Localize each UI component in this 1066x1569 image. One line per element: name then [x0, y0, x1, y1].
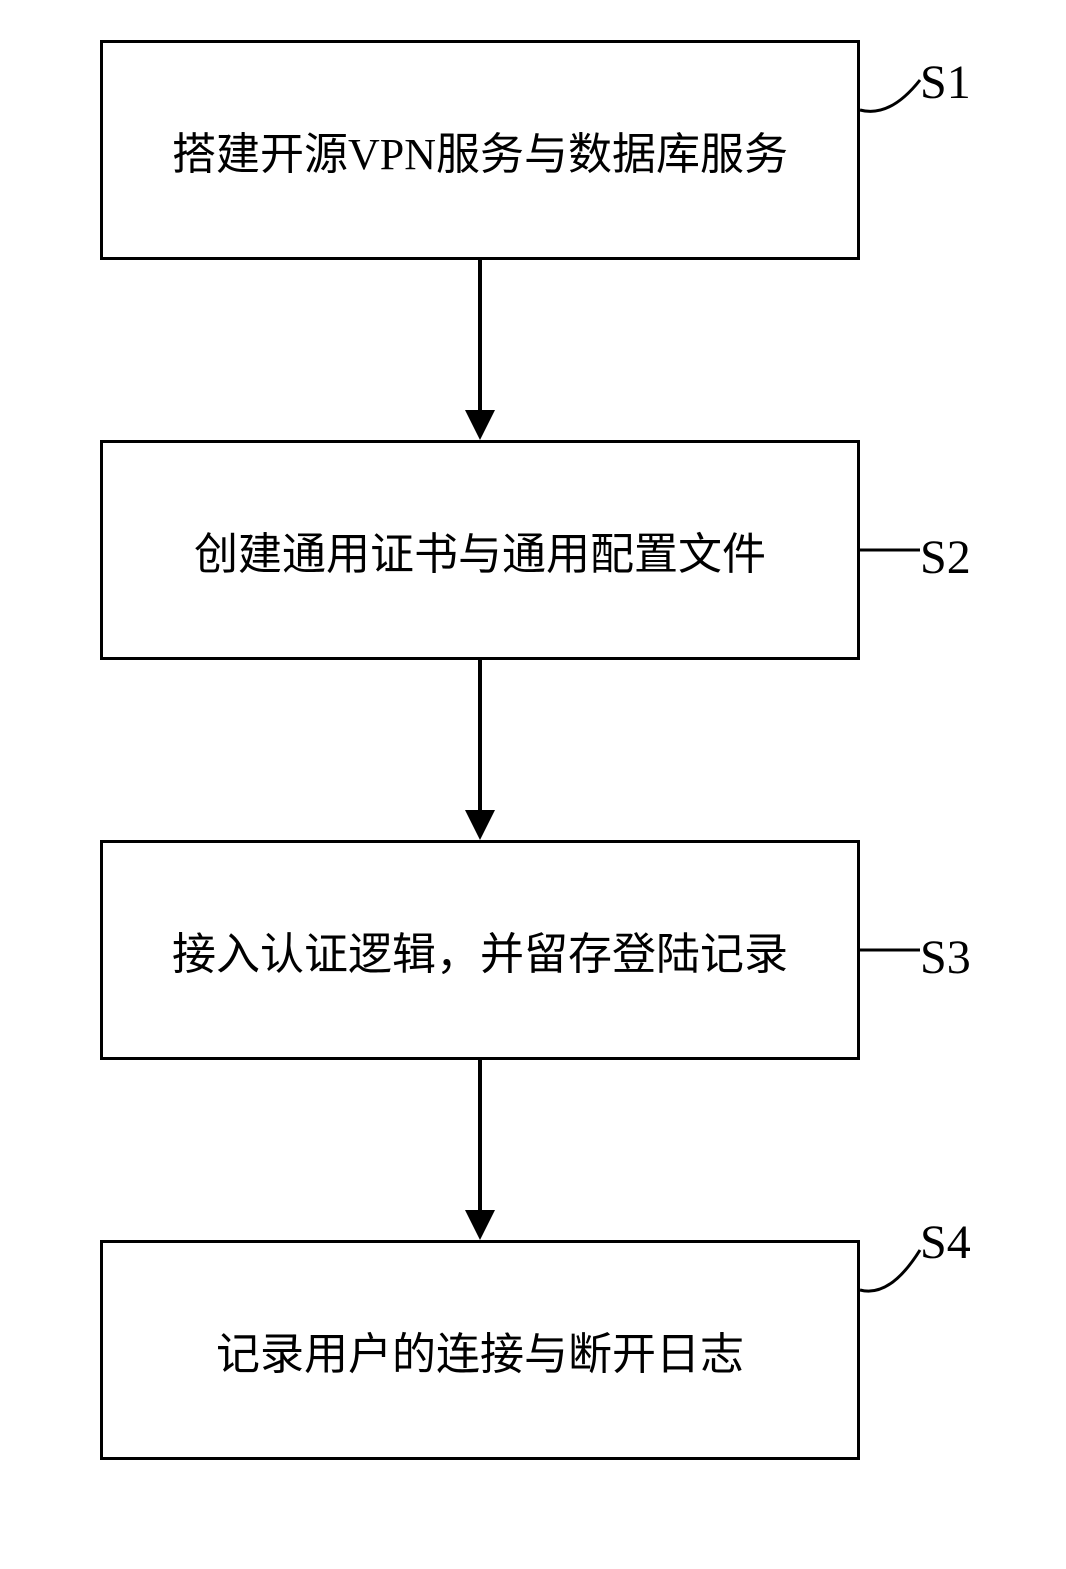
flowchart-arrow-icon [460, 660, 500, 840]
flowchart-step-text: 搭建开源VPN服务与数据库服务 [172, 118, 788, 182]
flowchart-step-box: 创建通用证书与通用配置文件 [100, 440, 860, 660]
flowchart-arrow-icon [460, 1060, 500, 1240]
label-connector-icon [850, 540, 930, 560]
flowchart-arrow-icon [460, 260, 500, 440]
flowchart-step-text: 创建通用证书与通用配置文件 [194, 518, 766, 582]
label-connector-icon [850, 1240, 930, 1300]
flowchart-step-text: 接入认证逻辑，并留存登陆记录 [172, 918, 788, 982]
label-connector-icon [850, 940, 930, 960]
flowchart-step-box: 搭建开源VPN服务与数据库服务 [100, 40, 860, 260]
flowchart-step-box: 接入认证逻辑，并留存登陆记录 [100, 840, 860, 1060]
label-connector-icon [850, 70, 930, 120]
flowchart-step-text: 记录用户的连接与断开日志 [216, 1318, 744, 1382]
flowchart-step-box: 记录用户的连接与断开日志 [100, 1240, 860, 1460]
